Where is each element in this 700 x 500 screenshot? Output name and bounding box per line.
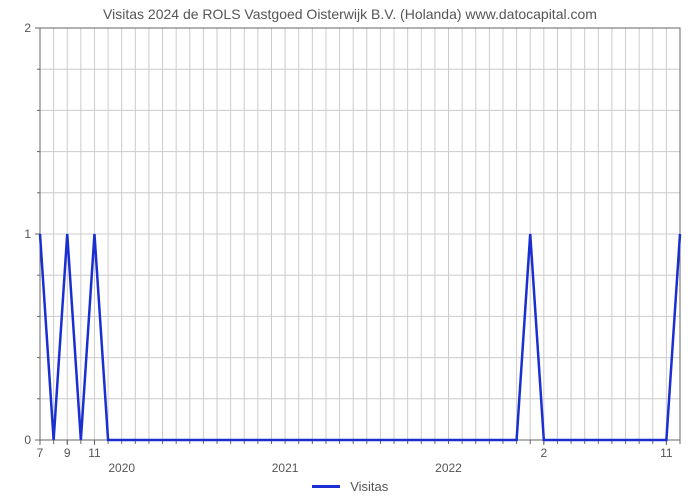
legend-swatch <box>312 485 340 488</box>
svg-text:2022: 2022 <box>435 461 462 475</box>
svg-text:0: 0 <box>24 433 31 447</box>
svg-text:11: 11 <box>660 446 673 460</box>
legend-label: Visitas <box>350 479 388 494</box>
svg-text:1: 1 <box>24 227 31 241</box>
svg-text:11: 11 <box>88 446 101 460</box>
svg-text:2: 2 <box>540 446 547 460</box>
svg-text:2021: 2021 <box>272 461 299 475</box>
svg-text:7: 7 <box>37 446 44 460</box>
chart-plot: 0 1 2 7 9 11 2 11 2020 2021 2022 <box>0 0 700 500</box>
svg-text:9: 9 <box>64 446 71 460</box>
chart-container: Visitas 2024 de ROLS Vastgoed Oisterwijk… <box>0 0 700 500</box>
svg-text:2020: 2020 <box>108 461 135 475</box>
svg-text:2: 2 <box>24 21 31 35</box>
legend: Visitas <box>0 478 700 496</box>
